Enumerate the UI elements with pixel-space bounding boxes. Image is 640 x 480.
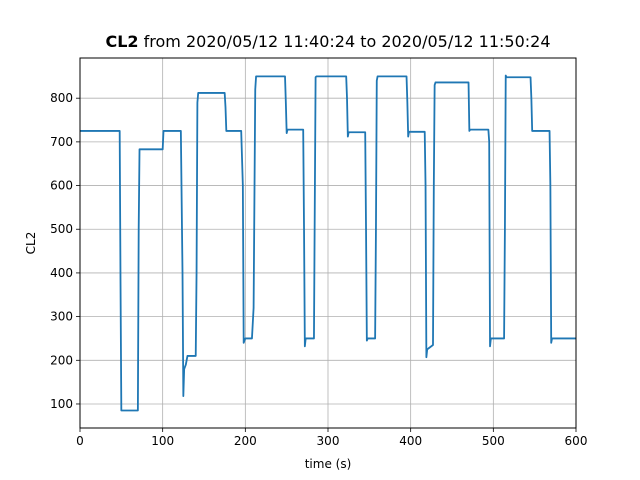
grid bbox=[79, 58, 577, 428]
x-tick-label: 200 bbox=[234, 434, 257, 448]
x-tick-label: 100 bbox=[151, 434, 174, 448]
y-tick-label: 400 bbox=[50, 266, 73, 280]
y-tick-label: 700 bbox=[50, 135, 73, 149]
y-tick-label: 500 bbox=[50, 222, 73, 236]
y-tick-label: 200 bbox=[50, 353, 73, 367]
y-tick-label: 600 bbox=[50, 179, 73, 193]
x-tick-label: 300 bbox=[317, 434, 340, 448]
x-axis-label: time (s) bbox=[305, 457, 352, 471]
x-axis-ticks: 0 100 200 300 400 500 600 bbox=[76, 428, 587, 448]
y-axis-label: CL2 bbox=[24, 232, 38, 255]
cl2-series-line bbox=[80, 74, 576, 412]
x-tick-label: 600 bbox=[565, 434, 588, 448]
y-tick-label: 800 bbox=[50, 91, 73, 105]
y-tick-label: 100 bbox=[50, 397, 73, 411]
chart-title-range: from 2020/05/12 11:40:24 to 2020/05/12 1… bbox=[138, 32, 551, 51]
chart-title: CL2 from 2020/05/12 11:40:24 to 2020/05/… bbox=[0, 32, 640, 51]
chart-title-variable: CL2 bbox=[105, 32, 139, 51]
y-tick-label: 300 bbox=[50, 310, 73, 324]
x-tick-label: 400 bbox=[399, 434, 422, 448]
x-tick-label: 500 bbox=[482, 434, 505, 448]
x-tick-label: 0 bbox=[76, 434, 84, 448]
y-axis-ticks: 100 200 300 400 500 600 700 800 bbox=[50, 91, 80, 411]
series-layer bbox=[80, 74, 576, 412]
